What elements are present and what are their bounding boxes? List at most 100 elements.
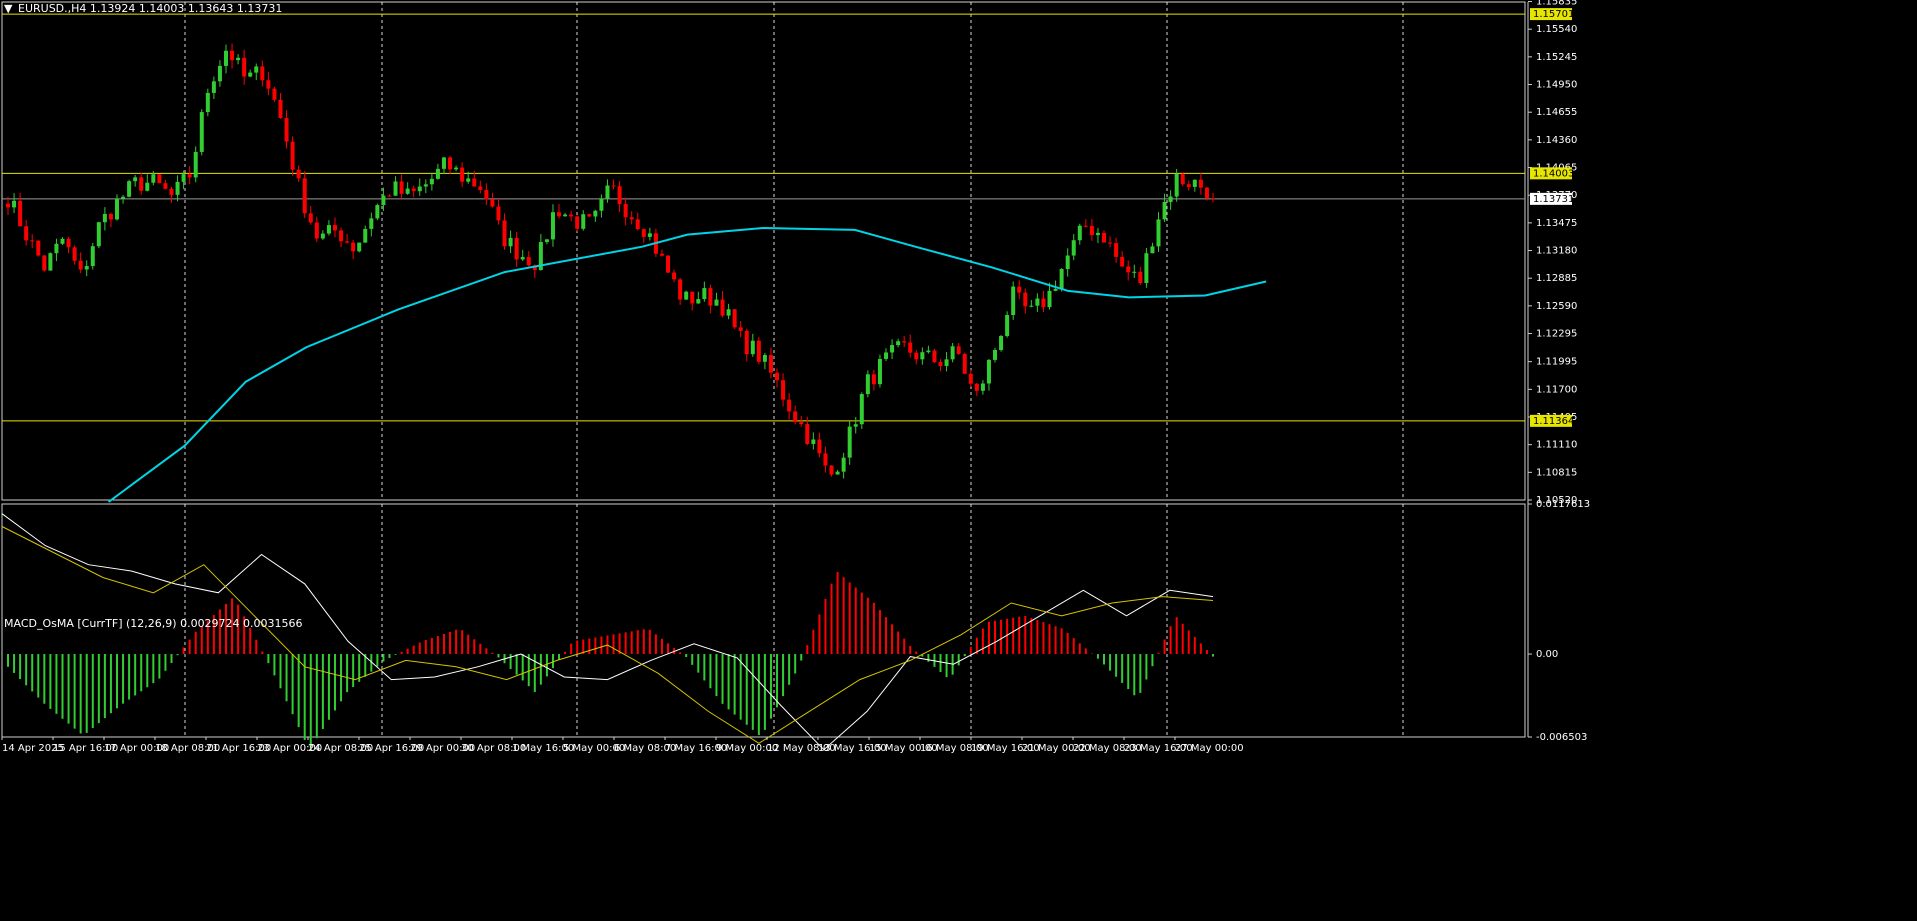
- candle-body: [381, 195, 386, 206]
- candle-body: [714, 299, 719, 306]
- candle-body: [96, 222, 101, 247]
- ma-line: [108, 226, 1267, 503]
- candle-body: [496, 206, 501, 221]
- candle-body: [478, 186, 483, 190]
- candle-body: [1017, 286, 1022, 293]
- candle-body: [133, 177, 138, 182]
- time-tick-label: 23 Apr 00:00: [257, 743, 322, 754]
- candle-body: [920, 352, 925, 360]
- candle-body: [369, 218, 374, 229]
- candle-body: [968, 373, 973, 384]
- candle-body: [102, 213, 107, 223]
- candle-body: [1204, 187, 1209, 199]
- last-price-tag[interactable]: [1530, 192, 1572, 205]
- level-tag[interactable]: [1530, 414, 1572, 427]
- candle-body: [18, 200, 23, 227]
- candle-body: [865, 374, 870, 395]
- candle-body: [12, 200, 17, 208]
- candle-body: [980, 383, 985, 391]
- candle-body: [629, 217, 634, 220]
- candle-body: [1029, 305, 1034, 307]
- candle-body: [538, 242, 543, 271]
- candle-body: [884, 352, 889, 359]
- candle-body: [230, 50, 235, 61]
- time-tick-label: 1 May 16:00: [512, 743, 574, 754]
- candle-body: [169, 188, 174, 195]
- candle-body: [805, 424, 810, 444]
- candle-body: [569, 214, 574, 217]
- candle-body: [902, 341, 907, 343]
- candle-body: [666, 255, 671, 273]
- candle-body: [623, 203, 628, 218]
- candle-body: [587, 214, 592, 217]
- candle-body: [399, 181, 404, 194]
- time-tick-label: 22 May 08:00: [1073, 743, 1142, 754]
- candle-body: [1120, 256, 1125, 267]
- symbol-arrow-icon[interactable]: ▼: [4, 2, 13, 15]
- price-tick-label: 1.12885: [1536, 273, 1577, 284]
- candle-body: [339, 230, 344, 242]
- candle-body: [472, 178, 477, 187]
- candle-body: [36, 240, 41, 256]
- macd-lines: [1, 513, 1214, 751]
- candle-body: [223, 50, 228, 66]
- time-tick-label: 12 May 08:00: [767, 743, 836, 754]
- candle-body: [1035, 298, 1040, 306]
- time-tick-label: 21 May 00:00: [1022, 743, 1091, 754]
- candle-body: [454, 167, 459, 170]
- candle-body: [460, 167, 465, 182]
- time-gridlines: [184, 2, 1404, 737]
- candle-body: [314, 222, 319, 239]
- price-axis[interactable]: 1.15835 1.15540 1.15245 1.14950 1.14655 1.143…: [1527, 0, 1590, 743]
- time-tick-label: 25 Apr 16:00: [359, 743, 424, 754]
- price-tick-label: 1.11995: [1536, 357, 1577, 368]
- candle-body: [563, 214, 568, 217]
- candle-body: [1005, 314, 1010, 336]
- level-tag[interactable]: [1530, 167, 1572, 180]
- candle-body: [193, 151, 198, 178]
- candle-body: [829, 465, 834, 475]
- level-tag-label: 1.14003: [1533, 168, 1574, 179]
- time-tick-label: 14 Apr 2025: [2, 743, 64, 754]
- level-tag[interactable]: [1530, 8, 1572, 21]
- candlesticks: [6, 43, 1215, 479]
- candle-body: [732, 309, 737, 328]
- time-tick-label: 9 May 00:00: [716, 743, 778, 754]
- candle-body: [302, 178, 307, 214]
- candle-body: [187, 174, 192, 178]
- candle-body: [526, 257, 531, 266]
- horizontal-levels[interactable]: [2, 13, 1525, 422]
- candle-body: [242, 57, 247, 77]
- candle-body: [672, 272, 677, 280]
- candle-body: [750, 340, 755, 355]
- candle-body: [484, 189, 489, 200]
- candle-body: [145, 182, 150, 191]
- candle-body: [575, 216, 580, 229]
- candle-body: [363, 228, 368, 243]
- candle-body: [690, 291, 695, 304]
- candle-body: [720, 299, 725, 316]
- candle-body: [1041, 298, 1046, 308]
- price-tick-label: 1.13475: [1536, 218, 1577, 229]
- candle-body: [90, 246, 95, 267]
- candle-body: [78, 260, 83, 270]
- candle-body: [121, 196, 126, 199]
- candle-body: [781, 380, 786, 400]
- candle-body: [581, 214, 586, 229]
- candle-body: [405, 188, 410, 194]
- candle-body: [726, 309, 731, 316]
- candle-body: [42, 255, 47, 271]
- candle-body: [908, 342, 913, 353]
- candle-body: [345, 241, 350, 243]
- candle-body: [914, 352, 919, 360]
- osc-tick-label: -0.006503: [1536, 732, 1587, 743]
- candle-body: [514, 237, 519, 260]
- pane-frames: [1, 1, 1526, 738]
- time-tick-label: 19 May 16:00: [971, 743, 1040, 754]
- candle-body: [762, 355, 767, 362]
- candle-body: [508, 237, 513, 247]
- candle-body: [108, 213, 113, 220]
